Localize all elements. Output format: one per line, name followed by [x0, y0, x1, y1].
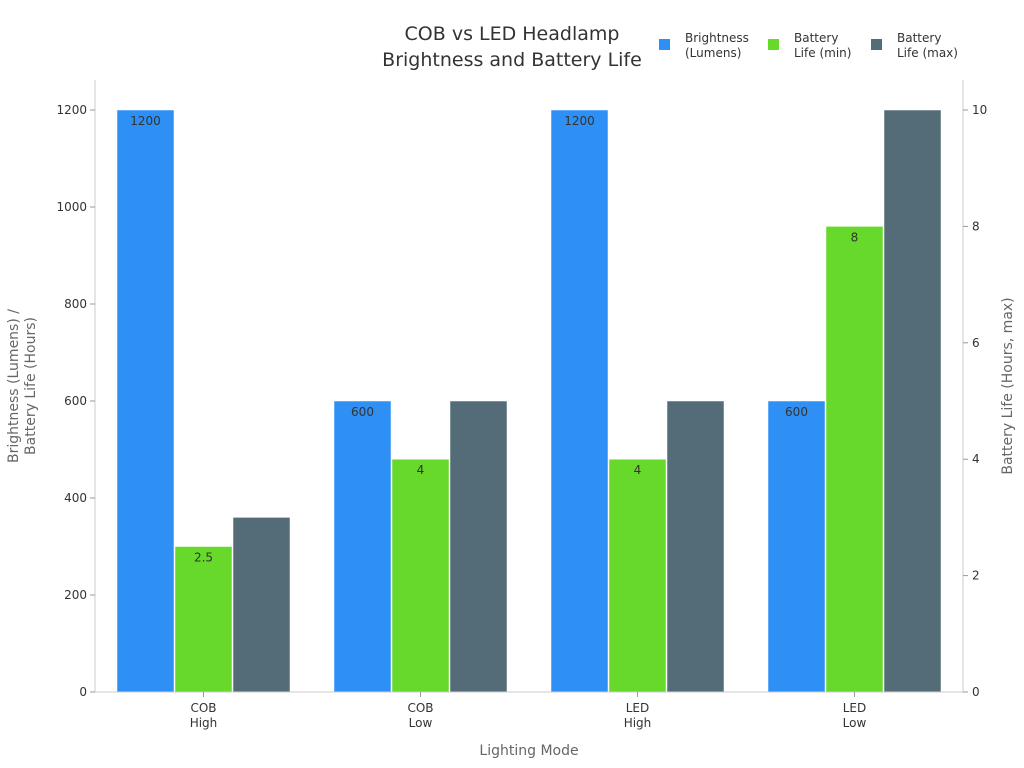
- legend-label-1: (Lumens): [685, 46, 741, 60]
- legend-swatch-2: [768, 39, 779, 50]
- left-tick-label: 800: [64, 297, 87, 311]
- legend-label-2: Battery: [794, 31, 838, 45]
- x-axis-title: Lighting Mode: [479, 743, 578, 759]
- bar-series-2-cat-4: [825, 226, 884, 693]
- bar-series-3-cat-1: [232, 517, 291, 693]
- x-tick-label: LED: [843, 701, 867, 715]
- right-tick-label: 0: [972, 685, 980, 699]
- right-tick-label: 6: [972, 336, 980, 350]
- bar-series-2-cat-3: [608, 458, 667, 693]
- bar-series-3-cat-4: [883, 109, 942, 693]
- legend-label-3: Life (max): [897, 46, 958, 60]
- legend-label-3: Battery: [897, 31, 941, 45]
- bar-series-2-cat-1: [174, 546, 233, 693]
- chart-title-line-2: Brightness and Battery Life: [382, 49, 642, 71]
- bar-series-3-cat-3: [666, 400, 725, 693]
- x-tick-label: Low: [409, 716, 433, 730]
- legend-swatch-3: [871, 39, 882, 50]
- right-tick-label: 2: [972, 569, 980, 583]
- bar-series-2-cat-2: [391, 458, 450, 693]
- data-label-series-2-cat-2: 4: [417, 463, 425, 477]
- data-label-series-2-cat-4: 8: [851, 230, 859, 244]
- left-tick-label: 200: [64, 588, 87, 602]
- left-tick-label: 1200: [56, 103, 87, 117]
- bar-series-1-cat-3: [550, 109, 609, 693]
- legend-swatch-1: [659, 39, 670, 50]
- x-tick-label: Low: [843, 716, 867, 730]
- bar-series-1-cat-2: [333, 400, 392, 693]
- bar-series-1-cat-1: [116, 109, 175, 693]
- x-tick-label: LED: [626, 701, 650, 715]
- plot-area: 1200 2.5 600 4 1200 4 600 8: [116, 109, 942, 693]
- bar-series-1-cat-4: [767, 400, 826, 693]
- left-axis-ticks: 0 200 400 600 800 1000 1200: [56, 103, 95, 699]
- data-label-series-1-cat-4: 600: [785, 405, 808, 419]
- right-tick-label: 4: [972, 452, 980, 466]
- chart-title-line-1: COB vs LED Headlamp: [405, 23, 620, 45]
- right-tick-label: 8: [972, 219, 980, 233]
- data-label-series-1-cat-3: 1200: [564, 114, 595, 128]
- data-label-series-1-cat-1: 1200: [130, 114, 161, 128]
- x-tick-label: High: [190, 716, 218, 730]
- data-label-series-2-cat-1: 2.5: [194, 551, 213, 565]
- legend-label-2: Life (min): [794, 46, 851, 60]
- left-tick-label: 0: [79, 685, 87, 699]
- y-axis-title-line-1: Brightness (Lumens) /: [6, 309, 22, 463]
- left-tick-label: 400: [64, 491, 87, 505]
- y2-axis-title: Battery Life (Hours, max): [1000, 297, 1016, 474]
- right-axis-ticks: 0 2 4 6 8 10: [963, 103, 987, 699]
- y-axis-title-line-2: Battery Life (Hours): [23, 317, 39, 455]
- data-label-series-1-cat-2: 600: [351, 405, 374, 419]
- left-tick-label: 1000: [56, 200, 87, 214]
- x-tick-label: High: [624, 716, 652, 730]
- left-tick-label: 600: [64, 394, 87, 408]
- right-tick-label: 10: [972, 103, 987, 117]
- x-tick-label: COB: [190, 701, 216, 715]
- bar-series-3-cat-2: [449, 400, 508, 693]
- data-label-series-2-cat-3: 4: [634, 463, 642, 477]
- legend-label-1: Brightness: [685, 31, 749, 45]
- x-tick-label: COB: [407, 701, 433, 715]
